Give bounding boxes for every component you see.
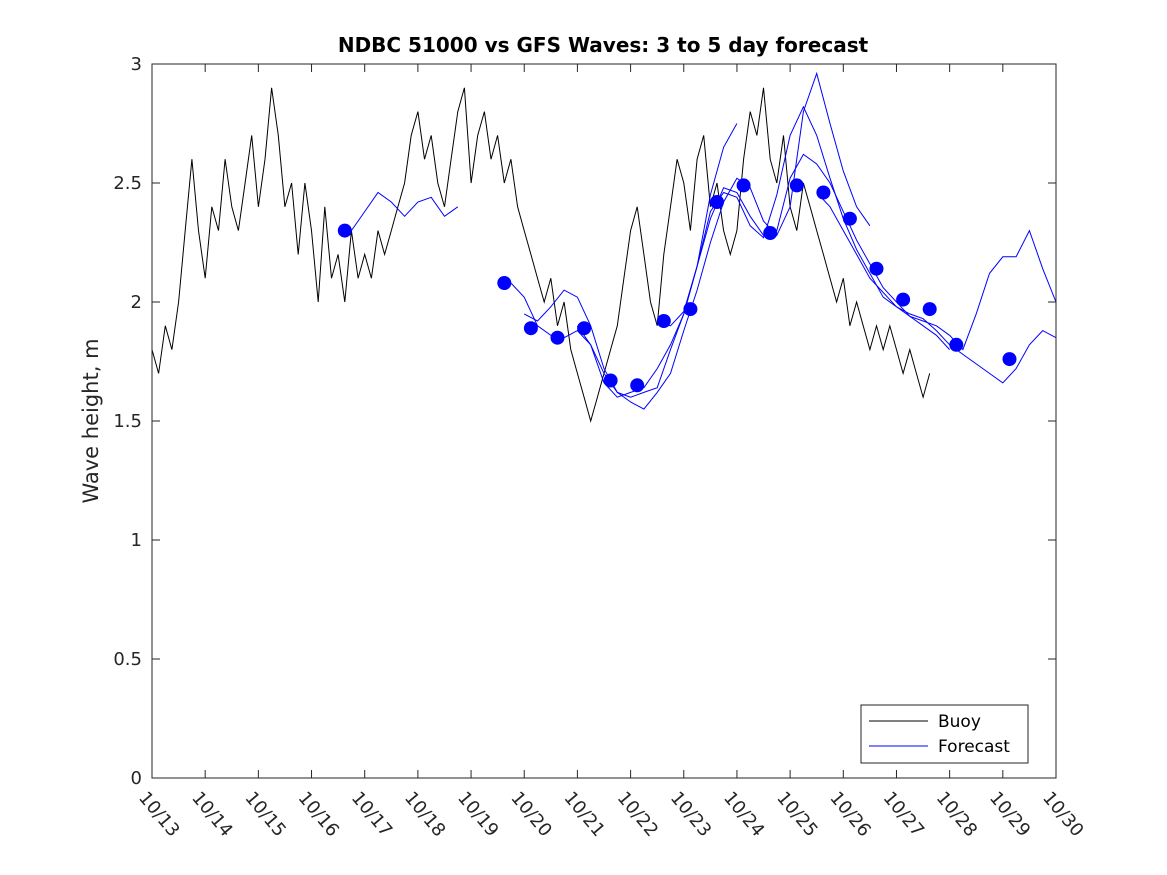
x-tick-label: 10/29 xyxy=(985,788,1034,841)
forecast-marker xyxy=(869,261,884,276)
chart-title: NDBC 51000 vs GFS Waves: 3 to 5 day fore… xyxy=(338,33,869,57)
plot-area xyxy=(152,64,1056,778)
x-tick-label: 10/23 xyxy=(666,788,715,841)
y-tick-label: 1 xyxy=(131,530,142,551)
forecast-marker xyxy=(577,321,592,336)
x-tick-label: 10/22 xyxy=(613,788,662,841)
forecast-marker xyxy=(550,330,565,345)
y-tick-label: 2.5 xyxy=(113,173,142,194)
x-tick-label: 10/24 xyxy=(719,788,768,841)
forecast-marker xyxy=(763,226,778,240)
forecast-marker xyxy=(896,292,911,307)
x-tick-label: 10/25 xyxy=(772,788,821,841)
forecast-marker xyxy=(683,302,698,317)
series-layer xyxy=(151,71,1057,423)
x-tick-label: 10/28 xyxy=(932,788,981,841)
x-tick-label: 10/17 xyxy=(347,788,396,841)
x-tick-label: 10/15 xyxy=(241,788,290,841)
legend-box xyxy=(860,704,1029,764)
forecast-marker xyxy=(710,195,724,209)
legend-buoy-label: Buoy xyxy=(938,712,981,732)
x-tick-label: 10/18 xyxy=(400,788,449,841)
forecast-marker xyxy=(949,337,964,352)
x-tick-label: 10/21 xyxy=(560,788,609,841)
x-tick-label: 10/27 xyxy=(879,788,928,841)
x-tick-label: 10/16 xyxy=(294,788,343,841)
forecast-marker xyxy=(656,314,671,328)
x-tick-label: 10/26 xyxy=(825,788,874,841)
forecast-marker xyxy=(736,178,751,193)
y-tick-label: 0 xyxy=(131,768,142,789)
forecast-marker xyxy=(337,223,352,238)
forecast-marker xyxy=(603,373,618,388)
forecast-line xyxy=(816,192,1057,351)
x-tick-label: 10/13 xyxy=(134,788,183,841)
legend: Buoy Forecast xyxy=(860,704,1029,764)
forecast-marker xyxy=(789,178,804,193)
y-tick-label: 0.5 xyxy=(113,649,142,670)
legend-forecast-label: Forecast xyxy=(938,737,1010,757)
y-axis-label: Wave height, m xyxy=(79,338,103,503)
x-tick-label: 10/19 xyxy=(453,788,502,841)
buoy-line xyxy=(151,87,931,423)
y-tick-label: 3 xyxy=(131,54,142,75)
forecast-marker xyxy=(922,302,937,317)
forecast-marker xyxy=(842,211,857,226)
forecast-marker xyxy=(816,185,831,200)
forecast-line xyxy=(350,191,459,231)
forecast-line xyxy=(523,71,871,410)
forecast-marker xyxy=(630,378,645,393)
x-tick-label: 10/14 xyxy=(187,788,236,841)
y-tick-label: 2 xyxy=(131,292,142,313)
forecast-marker xyxy=(497,276,512,290)
forecast-marker xyxy=(523,321,538,336)
forecast-line xyxy=(657,105,1057,384)
x-tick-label: 10/20 xyxy=(506,788,555,841)
x-tick-label: 10/30 xyxy=(1038,788,1087,841)
y-tick-label: 1.5 xyxy=(113,411,142,432)
forecast-marker xyxy=(1002,352,1017,367)
